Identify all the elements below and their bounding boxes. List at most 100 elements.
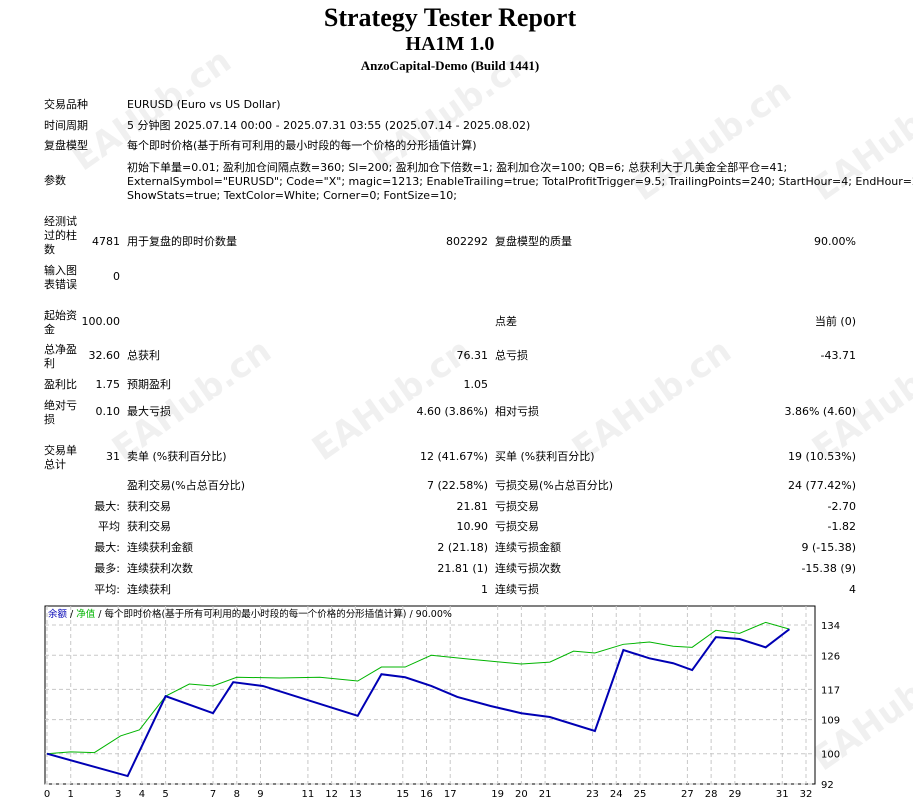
- stat-value: 10.90: [456, 520, 489, 533]
- stat-label: 连续获利金额: [127, 541, 193, 554]
- stat-label: 卖单 (%获利百分比): [127, 450, 227, 463]
- stat-value: 7 (22.58%): [426, 479, 488, 492]
- stat-value: 2 (21.18): [437, 541, 488, 554]
- stat-label: 总获利: [127, 349, 160, 362]
- stat-value: 3.86% (4.60): [784, 405, 856, 418]
- legend-separator: /: [67, 609, 76, 620]
- stat-value: 21.81 (1): [437, 562, 488, 575]
- stat-label: 买单 (%获利百分比): [495, 450, 595, 463]
- stat-label: 盈利交易(%占总百分比): [127, 479, 246, 492]
- server-name: AnzoCapital-Demo (Build 1441): [360, 58, 540, 73]
- x-tick-label: 9: [257, 789, 263, 800]
- x-tick-label: 23: [586, 789, 599, 800]
- x-tick-label: 19: [491, 789, 504, 800]
- x-tick-label: 20: [515, 789, 528, 800]
- stat-label: 亏损交易: [495, 520, 539, 533]
- x-tick-label: 11: [302, 789, 315, 800]
- x-tick-label: 1: [68, 789, 74, 800]
- y-tick-label: 92: [821, 780, 834, 791]
- stat-label: 最大:: [94, 500, 120, 513]
- period-label: 时间周期: [44, 119, 88, 132]
- stat-label: 获利交易: [127, 500, 171, 513]
- y-tick-label: 134: [821, 621, 840, 632]
- stat-value: 1: [481, 583, 488, 596]
- y-tick-label: 109: [821, 716, 840, 727]
- stat-label: 总净盈利: [44, 343, 77, 370]
- x-tick-label: 5: [162, 789, 168, 800]
- symbol-value: EURUSD (Euro vs US Dollar): [127, 98, 281, 111]
- stat-label: 预期盈利: [127, 378, 171, 391]
- stat-value: 4781: [92, 235, 120, 248]
- stat-label: 亏损交易(%占总百分比): [495, 479, 614, 492]
- legend-description: / 每个即时价格(基于所有可利用的最小时段的每一个价格的分形插值计算) / 90…: [95, 608, 452, 620]
- ea-name: HA1M 1.0: [405, 33, 495, 55]
- stat-value: 90.00%: [814, 235, 856, 248]
- model-label: 复盘模型: [44, 139, 88, 152]
- stat-value: 19 (10.53%): [787, 450, 856, 463]
- x-tick-label: 15: [396, 789, 409, 800]
- stat-label: 起始资金: [44, 309, 77, 336]
- stat-value: 1.75: [95, 378, 121, 391]
- stat-value: 当前 (0): [814, 315, 856, 328]
- stat-label: 连续亏损金额: [495, 541, 561, 554]
- stat-label: 亏损交易: [495, 500, 539, 513]
- stat-value: 0: [113, 270, 120, 283]
- x-tick-label: 28: [705, 789, 718, 800]
- stat-value: 4.60 (3.86%): [416, 405, 488, 418]
- x-tick-label: 16: [420, 789, 433, 800]
- stat-label: 点差: [495, 315, 517, 328]
- x-tick-label: 4: [139, 789, 145, 800]
- balance-chart: 0 1 3 4 5 7 8 9 11 12 13 15 16 17 19 20 21 23 24 25 27 28 29 31…: [44, 605, 840, 800]
- params-line: ExternalSymbol="EURUSD"; Code="X"; magic…: [127, 175, 913, 188]
- legend-equity: 净值: [76, 608, 96, 620]
- y-tick-label: 100: [821, 750, 840, 761]
- stat-label: 复盘模型的质量: [495, 235, 572, 248]
- stat-value: 31: [106, 450, 120, 463]
- legend-balance: 余额: [48, 608, 68, 620]
- params-label: 参数: [44, 174, 66, 187]
- x-tick-label: 25: [634, 789, 647, 800]
- stat-value: 100.00: [81, 315, 121, 328]
- stat-value: 802292: [446, 235, 488, 248]
- stat-label: 获利交易: [127, 520, 171, 533]
- params-line: ShowStats=true; TextColor=White; Corner=…: [127, 189, 457, 202]
- stat-label: 最大:: [94, 541, 120, 554]
- stat-label: 最大亏损: [127, 405, 171, 418]
- stat-label: 用于复盘的即时价数量: [127, 235, 237, 248]
- stat-value: 12 (41.67%): [419, 450, 488, 463]
- stat-label: 连续获利: [127, 583, 171, 596]
- stat-value: 9 (-15.38): [801, 541, 856, 554]
- x-tick-label: 8: [234, 789, 240, 800]
- y-tick-label: 126: [821, 651, 840, 662]
- stat-label: 最多:: [94, 562, 120, 575]
- x-tick-label: 17: [444, 789, 457, 800]
- stat-label: 平均: [98, 520, 120, 533]
- balance-line: [46, 628, 791, 778]
- x-tick-label: 31: [776, 789, 789, 800]
- stat-value: -1.82: [827, 520, 856, 533]
- stat-value: 4: [849, 583, 856, 596]
- x-tick-label: 24: [610, 789, 623, 800]
- chart-legend: 余额 / 净值 / 每个即时价格(基于所有可利用的最小时段的每一个价格的分形插值…: [48, 608, 452, 620]
- params-line: 初始下单量=0.01; 盈利加仓间隔点数=360; Sl=200; 盈利加仓下倍…: [127, 161, 788, 174]
- model-value: 每个即时价格(基于所有可利用的最小时段的每一个价格的分形插值计算): [127, 139, 477, 152]
- x-tick-label: 12: [325, 789, 338, 800]
- x-tick-label: 29: [728, 789, 741, 800]
- stat-value: 1.05: [463, 378, 489, 391]
- stat-value: 0.10: [95, 405, 121, 418]
- stat-value: -43.71: [820, 349, 856, 362]
- report-title: Strategy Tester Report: [323, 3, 577, 32]
- stat-label: 平均:: [94, 583, 120, 596]
- stat-value: -15.38 (9): [801, 562, 856, 575]
- period-value: 5 分钟图 2025.07.14 00:00 - 2025.07.31 03:5…: [127, 119, 531, 132]
- symbol-label: 交易品种: [44, 98, 88, 111]
- x-tick-label: 13: [349, 789, 362, 800]
- stat-label: 总亏损: [495, 349, 528, 362]
- stat-label: 相对亏损: [495, 405, 539, 418]
- stat-label: 输入图表错误: [44, 264, 77, 291]
- stat-label: 连续亏损: [495, 583, 539, 596]
- stat-label: 绝对亏损: [44, 399, 77, 426]
- stat-label: 盈利比: [44, 378, 77, 391]
- stat-value: 24 (77.42%): [787, 479, 856, 492]
- stat-value: -2.70: [827, 500, 856, 513]
